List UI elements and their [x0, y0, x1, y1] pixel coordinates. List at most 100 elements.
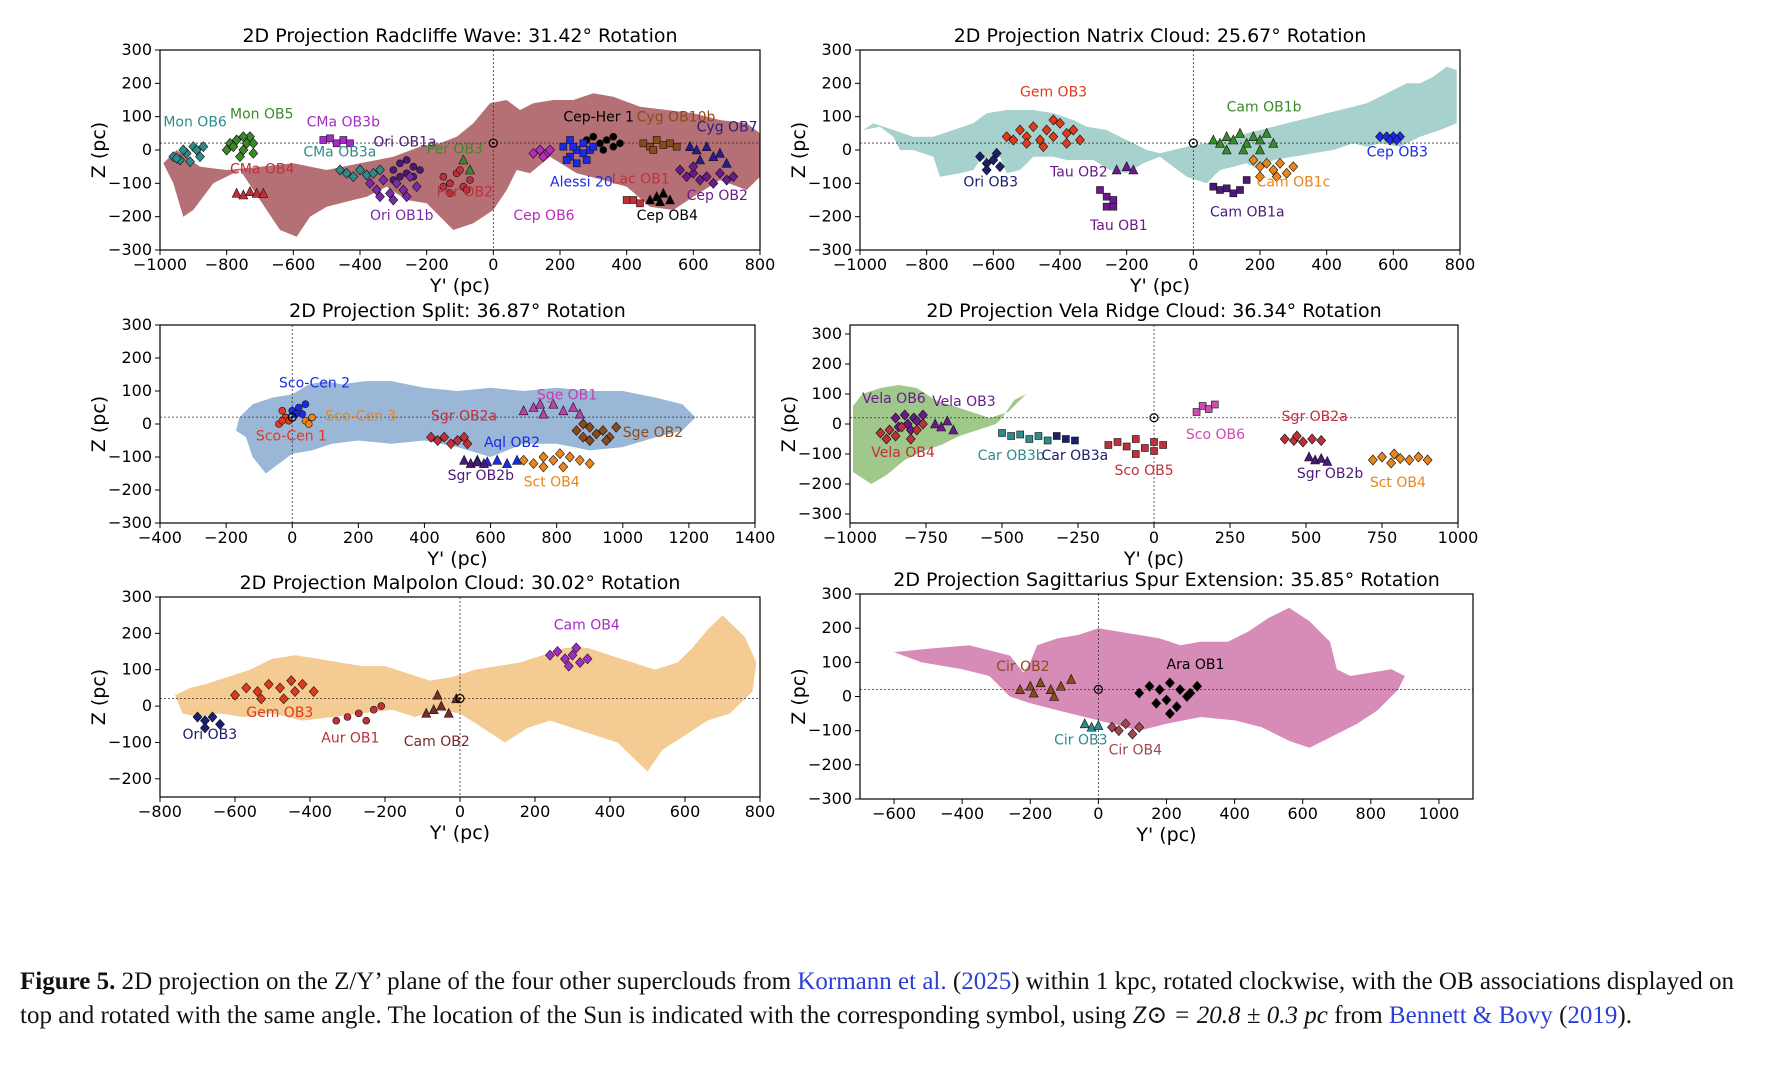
association-cep-ob6: Cep OB6 [513, 144, 575, 224]
data-point-circle [416, 166, 424, 174]
data-point-square [652, 136, 661, 144]
y-tick-label: −300 [808, 789, 852, 808]
x-tick-label: −400 [288, 802, 332, 821]
data-point-square [998, 429, 1006, 437]
caption-text-4: from [1327, 1002, 1389, 1029]
y-tick-label: 300 [121, 315, 152, 334]
association-ori-ob1b: Ori OB1b [365, 171, 434, 224]
association-label: Cam OB2 [404, 734, 470, 750]
citation-kormann-year[interactable]: 2025 [961, 968, 1012, 995]
citation-kormann[interactable]: Kormann et al. [797, 968, 947, 995]
y-tick-label: 300 [821, 584, 852, 603]
data-point-circle [456, 166, 464, 174]
data-point-diamond [975, 151, 985, 163]
data-point-diamond [248, 147, 259, 159]
association-label: Sct OB4 [524, 475, 580, 491]
data-point-diamond [688, 161, 699, 173]
association-cma-ob3b: CMa OB3b [307, 115, 380, 148]
data-point-diamond [378, 174, 389, 186]
citation-bennett[interactable]: Bennett & Bovy [1388, 1002, 1553, 1029]
data-point-square [639, 139, 648, 148]
x-axis-label: Y' (pc) [429, 275, 490, 297]
data-point-square [1192, 408, 1201, 416]
association-label: Sgr OB2a [1282, 409, 1348, 425]
data-point-triangle [1028, 687, 1039, 698]
x-tick-label: 0 [455, 802, 465, 821]
association-aql-ob2: Aql OB2 [472, 435, 540, 468]
sun-marker [455, 693, 465, 704]
data-point-diamond [695, 174, 705, 186]
y-axis-label: Z (pc) [788, 122, 810, 178]
association-cyg-ob10b: Cyg OB10b [637, 110, 716, 154]
data-point-square [649, 146, 658, 154]
data-point-square [1222, 184, 1231, 193]
y-tick-label: 200 [811, 354, 842, 373]
association-label: Ara OB1 [1167, 657, 1225, 673]
data-point-diamond [578, 431, 589, 443]
data-point-square [1109, 202, 1118, 211]
data-point-triangle [472, 456, 483, 467]
data-point-square [1104, 441, 1113, 449]
association-label: Mon OB5 [230, 106, 294, 122]
data-point-diamond [1248, 154, 1259, 166]
data-point-circle [301, 400, 310, 409]
data-point-triangle [421, 707, 432, 718]
association-per-ob3: Per OB3 [427, 141, 483, 175]
association-vela-ob4: Vela OB4 [871, 418, 935, 461]
x-tick-label: 0 [287, 528, 297, 547]
data-point-square [1025, 435, 1034, 443]
association-cyg-ob7: Cyg OB7 [685, 120, 758, 168]
y-tick-label: 300 [821, 40, 852, 59]
sun-marker [1093, 684, 1103, 694]
data-point-diamond [611, 421, 622, 433]
data-point-diamond [564, 451, 575, 463]
data-point-triangle [658, 187, 669, 198]
supercloud-region [236, 381, 696, 474]
sun-symbol-ring [1149, 413, 1159, 423]
association-gem-ob3: Gem OB3 [230, 675, 319, 721]
association-label: Vela OB4 [871, 445, 935, 461]
x-tick-label: −750 [904, 528, 948, 547]
association-label: Sge OB2 [623, 425, 683, 441]
data-point-diamond [348, 171, 359, 183]
association-ori-ob3: Ori OB3 [963, 147, 1018, 191]
data-point-circle [308, 413, 316, 422]
data-point-square [1052, 432, 1061, 440]
data-point-square [1043, 436, 1052, 445]
panel-5: Cam OB4 Gem OB3 Ori OB3 Aur OB1 Cam OB2 −800 −… [88, 572, 775, 844]
x-tick-label: 200 [343, 528, 374, 547]
panel-title: 2D Projection Vela Ridge Cloud: 36.34° R… [926, 300, 1381, 322]
x-tick-label: −800 [138, 802, 182, 821]
association-label: Cep-Her 1 [563, 110, 634, 126]
data-point-diamond [715, 167, 725, 179]
data-point-diamond [375, 191, 385, 203]
data-point-square [1150, 438, 1158, 446]
data-point-diamond [528, 147, 539, 159]
data-point-diamond [1015, 124, 1025, 136]
association-label: Alessi 20 [550, 175, 613, 191]
x-tick-label: −200 [1105, 255, 1149, 274]
association-vela-ob3: Vela OB3 [930, 394, 996, 435]
association-label: Aql OB2 [484, 435, 540, 451]
citation-bennett-year[interactable]: 2019 [1567, 1002, 1618, 1029]
data-point-diamond [560, 653, 570, 665]
data-point-diamond [278, 693, 289, 705]
data-point-triangle [1316, 452, 1327, 463]
data-point-diamond [1422, 454, 1433, 466]
association-cir-ob4: Cir OB4 [1107, 718, 1162, 759]
y-axis-label: Z (pc) [788, 668, 810, 724]
data-point-triangle [1241, 137, 1252, 148]
association-label: Sco OB6 [1186, 427, 1245, 443]
data-point-square [1034, 432, 1043, 440]
association-label: Cir OB3 [1054, 732, 1107, 748]
sun-symbol-dot [1097, 688, 1100, 691]
data-point-circle [362, 716, 371, 725]
data-point-diamond [1298, 436, 1308, 448]
association-label: Cyg OB7 [697, 120, 758, 136]
data-point-triangle [1111, 164, 1122, 175]
data-point-square [569, 142, 578, 151]
association-cam-ob1c: Cam OB1c [1248, 154, 1330, 191]
sun-symbol-dot [291, 415, 294, 419]
data-point-triangle [715, 147, 725, 158]
